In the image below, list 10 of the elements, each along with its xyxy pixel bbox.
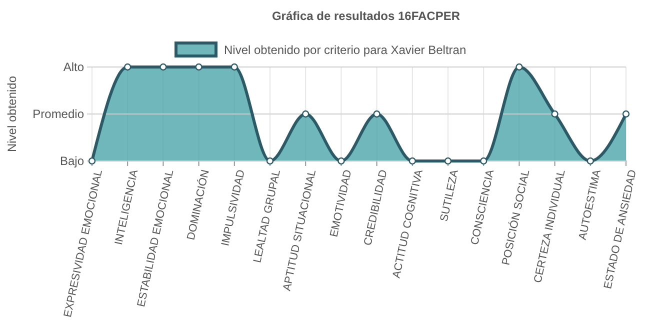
x-tick-label: ESTADO DE ANSIEDAD bbox=[602, 168, 640, 290]
ref-line-label: Bajo bbox=[60, 154, 84, 168]
x-tick-label: POSICIÓN SOCIAL bbox=[499, 168, 532, 266]
y-axis-title: Nivel obtenido bbox=[5, 76, 19, 152]
legend-label: Nivel obtenido por criterio para Xavier Beltran bbox=[224, 43, 466, 57]
ref-line-label: Promedio bbox=[32, 107, 84, 122]
ref-line-label: Alto bbox=[63, 60, 84, 74]
x-tick-label: LEALTAD GRUPAL bbox=[252, 168, 284, 264]
chart-title: Gráfica de resultados 16FACPER bbox=[272, 9, 460, 23]
x-tick-label: SUTILEZA bbox=[438, 168, 462, 223]
